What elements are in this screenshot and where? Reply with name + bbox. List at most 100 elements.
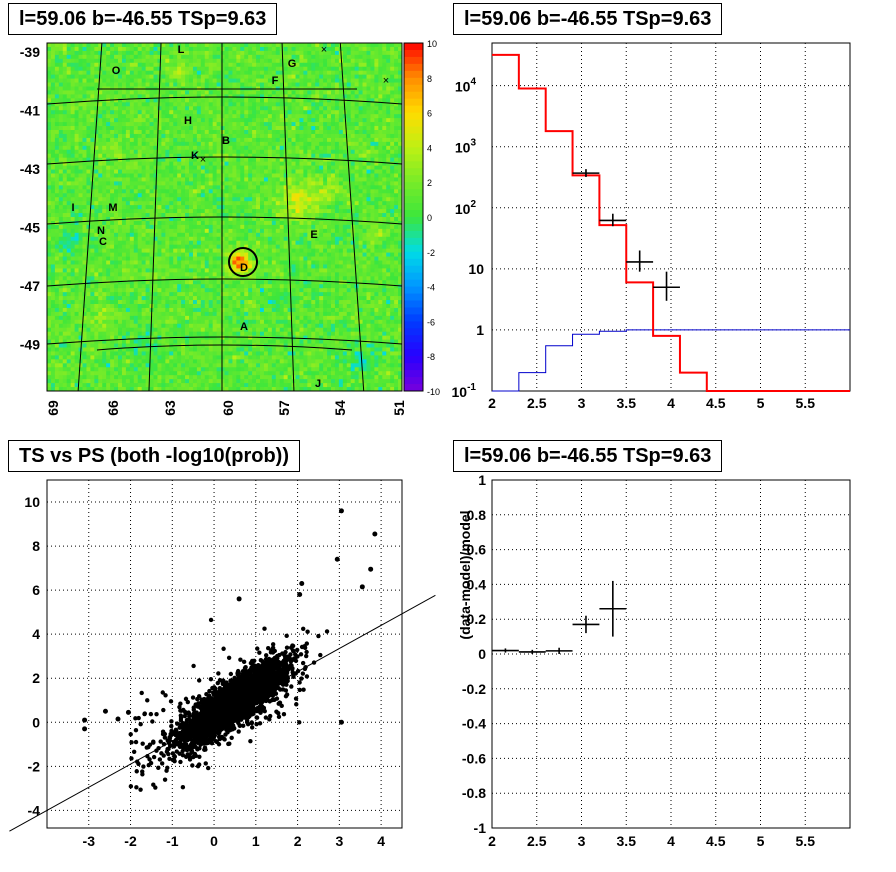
ts-map-pixel [66,82,72,87]
ts-map-pixel [185,90,190,95]
ts-map-pixel [118,70,123,76]
ts-map-pixel [204,130,210,135]
ts-map-pixel [350,217,356,222]
ts-map-pixel [315,224,320,230]
ts-map-pixel [338,122,344,127]
ts-map-pixel [129,126,135,131]
ts-map-pixel [350,122,356,127]
ts-map-pixel [78,114,83,119]
ts-map-pixel [161,130,166,135]
ts-map-pixel [374,149,379,155]
ts-map-pixel [220,201,225,206]
ts-map-pixel [58,236,64,242]
ts-map-pixel [307,197,312,202]
ts-map-pixel [192,78,198,83]
ts-map-pixel [145,141,150,147]
ts-map-pixel [212,248,218,253]
ts-map-pixel [204,90,210,95]
ts-map-pixel [204,232,210,238]
ts-map-pixel [78,82,83,87]
ts-map-pixel [307,240,312,246]
ts-map-pixel [283,90,289,95]
ts-map-pixel [208,240,214,246]
ts-map-pixel [153,220,158,226]
ts-map-pixel [90,86,95,91]
ts-map-pixel [141,177,147,182]
ts-map-pixel [153,260,158,265]
ts-map-pixel [382,118,387,123]
ts-map-pixel [192,189,198,194]
ts-map-pixel [346,62,352,68]
ts-map-pixel [224,169,229,174]
ts-map-pixel [141,224,147,230]
ts-map-pixel [102,177,107,182]
ts-map-pixel [173,122,178,127]
ts-map-pixel [98,189,103,194]
ts-map-pixel [283,98,289,103]
ts-map-pixel [350,248,356,253]
ts-map-pixel [240,173,245,178]
ts-map-pixel [311,110,316,115]
ts-map-pixel [236,102,241,107]
ts-map-pixel [323,50,328,56]
ts-map-pixel [149,82,154,87]
ts-map-pixel [181,102,186,107]
ts-map-pixel [102,94,107,99]
ts-map-pixel [149,141,154,147]
ts-map-pixel [323,209,328,214]
ts-map-pixel [390,141,395,147]
ts-map-pixel [189,74,194,79]
ts-map-pixel [299,177,304,182]
ts-map-pixel [386,50,391,56]
ts-map-pixel [137,145,143,151]
ts-map-pixel [319,169,324,174]
ts-map-pixel [319,118,324,123]
ts-map-pixel [220,161,225,166]
ts-map-pixel [394,209,399,214]
ts-map-pixel [114,224,119,230]
ts-map-pixel [331,189,336,194]
ts-map-pixel [263,252,269,257]
ts-map-pixel [378,133,383,139]
ts-map-pixel [374,213,379,218]
ts-map-pixel [342,122,348,127]
ts-map-pixel [47,102,52,107]
ts-map-pixel [378,137,383,143]
ts-map-pixel [232,62,237,68]
ts-map-pixel [291,106,296,111]
ts-map-pixel [279,169,285,174]
ts-map-pixel [54,209,60,214]
ts-map-pixel [342,78,348,83]
ts-map-pixel [271,205,277,210]
ts-map-pixel [58,70,64,76]
ts-map-pixel [149,66,154,72]
ts-map-pixel [271,240,277,246]
ts-map-pixel [58,213,64,218]
ts-map-pixel [181,54,186,60]
ts-map-pixel [137,141,143,147]
ts-map-pixel [125,114,131,119]
ts-map-pixel [287,94,292,99]
ts-map-pixel [366,193,371,198]
ts-map-pixel [370,240,375,246]
ts-map-pixel [169,70,174,76]
ts-map-pixel [390,224,395,230]
ts-map-pixel [86,62,91,68]
ts-map-pixel [102,90,107,95]
ts-map-pixel [386,78,391,83]
ts-map-pixel [129,70,135,76]
ts-map-pixel [47,252,52,257]
ts-map-pixel [248,157,253,163]
ts-map-pixel [248,236,253,242]
ts-map-pixel [370,185,375,190]
ts-map-pixel [279,209,285,214]
ts-map-pixel [382,66,387,72]
ts-map-pixel [216,153,221,159]
ts-map-pixel [204,193,210,198]
ts-map-pixel [62,157,68,163]
ts-map-pixel [62,78,68,83]
ts-map-pixel [185,102,190,107]
ts-map-pixel [50,62,56,68]
ts-map-pixel [121,157,127,163]
ts-map-pixel [129,145,135,151]
